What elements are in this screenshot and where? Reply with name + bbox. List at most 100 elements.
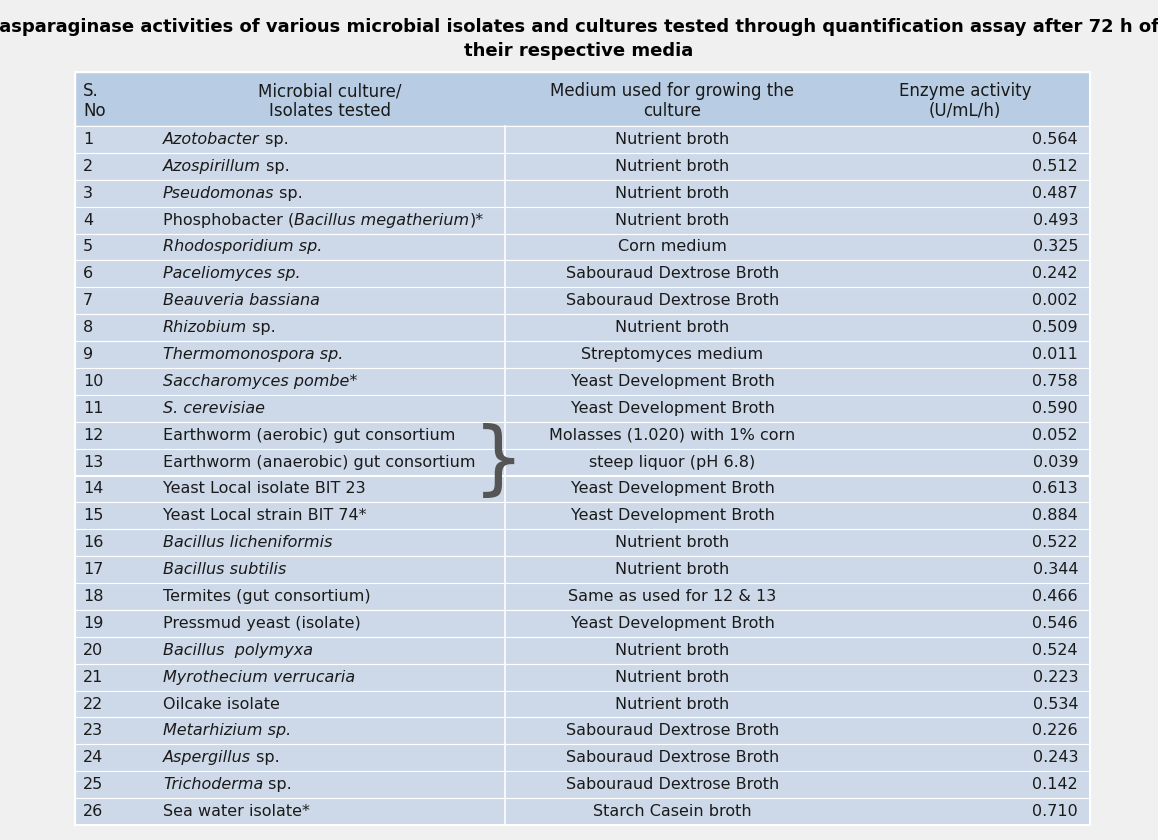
Text: Nutrient broth: Nutrient broth [615,669,730,685]
Text: S.: S. [83,82,98,100]
Text: Phosphobacter (: Phosphobacter ( [163,213,294,228]
Bar [75,637,1090,664]
Text: 0.493: 0.493 [1033,213,1078,228]
Text: Medium used for growing the: Medium used for growing the [550,82,794,100]
Text: 12: 12 [83,428,103,443]
Bar [75,72,1090,825]
Text: Yeast Development Broth: Yeast Development Broth [571,401,775,416]
Text: Earthworm (aerobic) gut consortium: Earthworm (aerobic) gut consortium [163,428,455,443]
Text: 15: 15 [83,508,103,523]
Bar [75,449,1090,475]
Text: Bacillus megatherium: Bacillus megatherium [294,213,469,228]
Text: Enzyme activity: Enzyme activity [899,82,1032,100]
Text: 10: 10 [83,374,103,389]
Text: Molasses (1.020) with 1% corn: Molasses (1.020) with 1% corn [549,428,796,443]
Text: 0.512: 0.512 [1032,159,1078,174]
Text: Nutrient broth: Nutrient broth [615,186,730,201]
Text: 5: 5 [83,239,93,255]
Text: 9: 9 [83,347,93,362]
Text: 25: 25 [83,777,103,792]
Bar [75,314,1090,341]
Text: 11: 11 [83,401,103,416]
Text: 0.243: 0.243 [1033,750,1078,765]
Text: culture: culture [644,102,702,120]
Text: 0.039: 0.039 [1033,454,1078,470]
Text: 0.344: 0.344 [1033,562,1078,577]
Text: Yeast Development Broth: Yeast Development Broth [571,616,775,631]
Text: 7: 7 [83,293,93,308]
Bar [75,529,1090,556]
Text: Nutrient broth: Nutrient broth [615,535,730,550]
Bar [75,583,1090,610]
Text: 0.325: 0.325 [1033,239,1078,255]
Text: Oilcake isolate: Oilcake isolate [163,696,280,711]
Text: 0.487: 0.487 [1032,186,1078,201]
Text: Isolates tested: Isolates tested [269,102,391,120]
Text: Beauveria bassiana: Beauveria bassiana [163,293,320,308]
Bar [75,234,1090,260]
Text: 18: 18 [83,589,103,604]
Text: Rhizobium: Rhizobium [163,320,248,335]
Text: 0.613: 0.613 [1033,481,1078,496]
Text: Aspergillus: Aspergillus [163,750,251,765]
Text: Metarhizium sp.: Metarhizium sp. [163,723,292,738]
Text: Bacillus  polymyxa: Bacillus polymyxa [163,643,313,658]
Text: Nutrient broth: Nutrient broth [615,696,730,711]
Text: Nutrient broth: Nutrient broth [615,562,730,577]
Text: 0.546: 0.546 [1033,616,1078,631]
Text: 23: 23 [83,723,103,738]
Bar [75,260,1090,287]
Text: Thermomonospora sp.: Thermomonospora sp. [163,347,344,362]
Bar [75,180,1090,207]
Text: sp.: sp. [248,320,276,335]
Text: Yeast Development Broth: Yeast Development Broth [571,481,775,496]
Text: sp.: sp. [263,777,292,792]
Text: 0.509: 0.509 [1033,320,1078,335]
Text: 17: 17 [83,562,103,577]
Text: their respective media: their respective media [464,42,694,60]
Text: 21: 21 [83,669,103,685]
Text: Sabouraud Dextrose Broth: Sabouraud Dextrose Broth [566,293,779,308]
Text: Pseudomonas: Pseudomonas [163,186,274,201]
Text: 0.590: 0.590 [1033,401,1078,416]
Text: 19: 19 [83,616,103,631]
Text: Corn medium: Corn medium [618,239,727,255]
Bar [75,72,1090,126]
Bar [75,341,1090,368]
Text: Yeast Development Broth: Yeast Development Broth [571,374,775,389]
Text: Myrothecium verrucaria: Myrothecium verrucaria [163,669,356,685]
Bar [75,368,1090,395]
Text: Nutrient broth: Nutrient broth [615,132,730,147]
Text: Sabouraud Dextrose Broth: Sabouraud Dextrose Broth [566,266,779,281]
Text: sp.: sp. [259,132,288,147]
Text: 6: 6 [83,266,93,281]
Text: Nutrient broth: Nutrient broth [615,320,730,335]
Text: S. cerevisiae: S. cerevisiae [163,401,265,416]
Text: 0.011: 0.011 [1032,347,1078,362]
Text: 4: 4 [83,213,93,228]
Text: Sabouraud Dextrose Broth: Sabouraud Dextrose Broth [566,723,779,738]
Text: 0.466: 0.466 [1033,589,1078,604]
Text: Table 1: L-asparaginase activities of various microbial isolates and cultures te: Table 1: L-asparaginase activities of va… [0,18,1158,36]
Text: )*: )* [469,213,484,228]
Bar [75,798,1090,825]
Text: sp.: sp. [251,750,280,765]
Text: 14: 14 [83,481,103,496]
Text: Azotobacter: Azotobacter [163,132,259,147]
Text: sp.: sp. [261,159,290,174]
Text: Trichoderma: Trichoderma [163,777,263,792]
Text: steep liquor (pH 6.8): steep liquor (pH 6.8) [589,454,756,470]
Text: 0.884: 0.884 [1032,508,1078,523]
Text: Yeast Local isolate BIT 23: Yeast Local isolate BIT 23 [163,481,366,496]
Text: 0.052: 0.052 [1033,428,1078,443]
Text: No: No [83,102,105,120]
Bar [75,744,1090,771]
Text: Nutrient broth: Nutrient broth [615,643,730,658]
Bar [75,287,1090,314]
Text: Sabouraud Dextrose Broth: Sabouraud Dextrose Broth [566,777,779,792]
Text: Azospirillum: Azospirillum [163,159,261,174]
Text: 16: 16 [83,535,103,550]
Bar [75,153,1090,180]
Bar [75,771,1090,798]
Text: Bacillus licheniformis: Bacillus licheniformis [163,535,332,550]
